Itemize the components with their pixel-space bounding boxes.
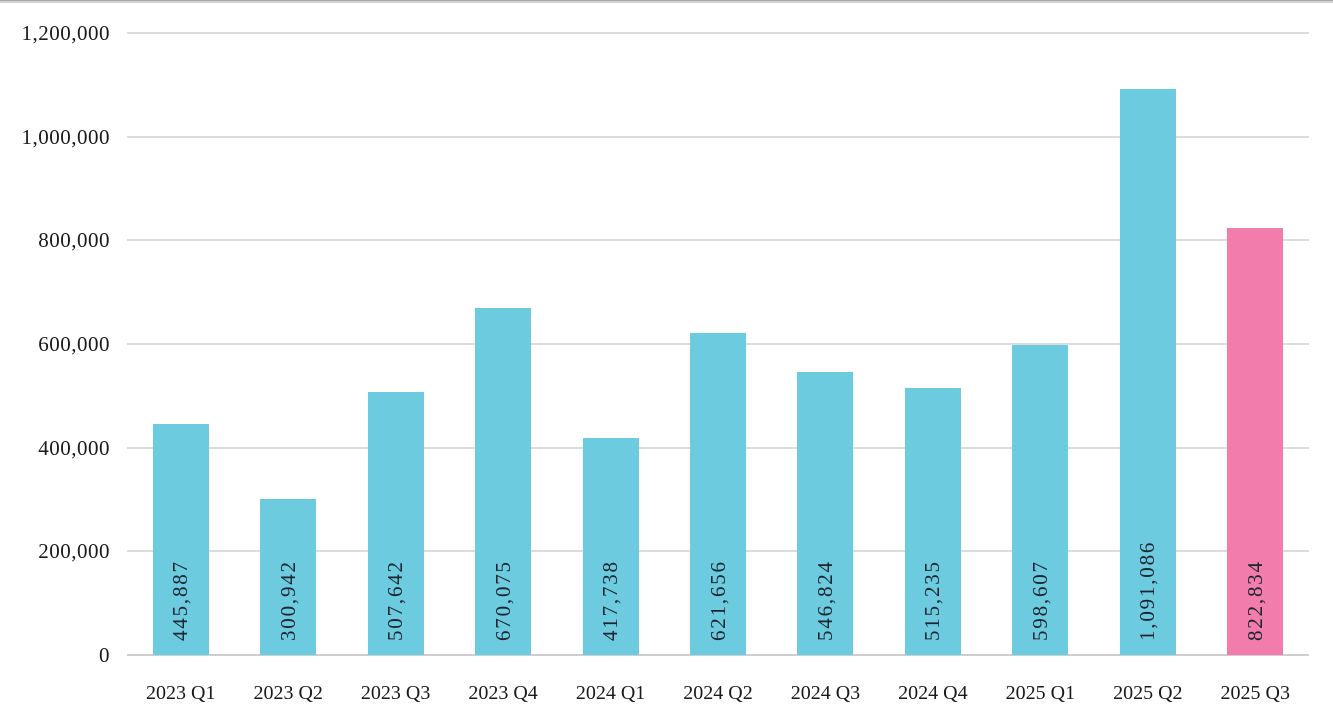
bar-value-label: 515,235 — [920, 560, 945, 641]
bar-value-label: 621,656 — [705, 560, 730, 641]
x-axis-label: 2024 Q3 — [790, 682, 861, 704]
bar-2024-q4 — [904, 387, 961, 655]
x-axis-label: 2024 Q4 — [898, 682, 968, 704]
bar-2025-q1 — [1012, 344, 1069, 655]
bar-value-label: 300,942 — [275, 560, 300, 641]
bar-value-label: 507,642 — [383, 560, 408, 641]
bar-value-label: 445,887 — [168, 560, 193, 641]
top-edge-divider — [0, 0, 1333, 3]
gridline — [127, 654, 1309, 656]
y-axis-label: 200,000 — [38, 539, 110, 564]
gridline — [127, 32, 1309, 34]
y-axis-label: 800,000 — [38, 228, 110, 253]
bar-value-label: 822,834 — [1242, 560, 1267, 641]
bar-2023-q4 — [475, 307, 532, 655]
x-axis-label: 2025 Q1 — [1005, 682, 1076, 704]
y-axis-label: 0 — [99, 643, 110, 667]
gridline — [127, 239, 1309, 242]
bar-2024-q1 — [582, 438, 639, 655]
bar-2024-q3 — [797, 371, 854, 655]
bar-value-label: 1,091,086 — [1135, 540, 1160, 641]
x-axis-label: 2023 Q4 — [468, 682, 538, 704]
bar-value-label: 670,075 — [490, 560, 515, 641]
y-axis-label: 1,200,000 — [21, 21, 110, 45]
y-axis-label: 1,000,000 — [21, 124, 110, 149]
x-axis-label: 2023 Q3 — [360, 682, 431, 704]
bar-2023-q3 — [367, 391, 424, 655]
x-axis-label: 2024 Q1 — [575, 682, 646, 704]
x-axis-label: 2023 Q1 — [146, 682, 216, 704]
x-axis-label: 2025 Q2 — [1113, 682, 1183, 704]
y-axis-label: 400,000 — [38, 435, 110, 460]
bar-value-label: 546,824 — [812, 560, 837, 641]
bar-value-label: 598,607 — [1027, 560, 1052, 641]
x-axis-label: 2023 Q2 — [253, 682, 323, 704]
y-axis-label: 600,000 — [38, 332, 110, 356]
bar-2025-q2 — [1119, 89, 1176, 655]
bar-2024-q2 — [690, 332, 746, 655]
bar-value-label: 417,738 — [598, 560, 623, 641]
x-axis-label: 2024 Q2 — [683, 682, 753, 704]
gridline — [127, 135, 1309, 138]
bar-2025-q3 — [1227, 228, 1284, 655]
x-axis-label: 2025 Q3 — [1220, 682, 1290, 704]
bar-2023-q2 — [260, 499, 317, 655]
bar-2023-q1 — [152, 423, 209, 655]
